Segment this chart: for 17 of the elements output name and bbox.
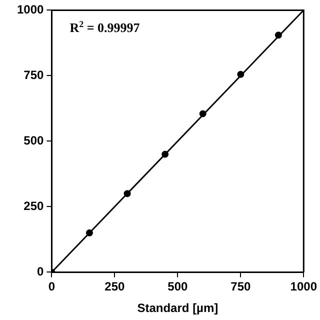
point xyxy=(162,150,169,158)
y-tick-label: 250 xyxy=(24,199,44,214)
point xyxy=(124,190,131,198)
x-tick-label: 0 xyxy=(48,280,56,294)
y-tick-label: 0 xyxy=(37,264,44,279)
x-tick-label: 1000 xyxy=(290,280,318,294)
x-axis-title: Standard [µm] xyxy=(137,301,218,316)
x-tick-label: 500 xyxy=(168,280,188,294)
y-tick-label: 500 xyxy=(24,134,44,148)
x-tick-label: 750 xyxy=(230,280,251,294)
point xyxy=(199,110,206,118)
point xyxy=(237,70,244,78)
point xyxy=(274,32,282,39)
y-tick-label: 750 xyxy=(24,68,44,82)
y-tick-label: 1000 xyxy=(16,2,44,17)
point xyxy=(86,229,93,236)
x-tick-label: 250 xyxy=(104,280,126,294)
